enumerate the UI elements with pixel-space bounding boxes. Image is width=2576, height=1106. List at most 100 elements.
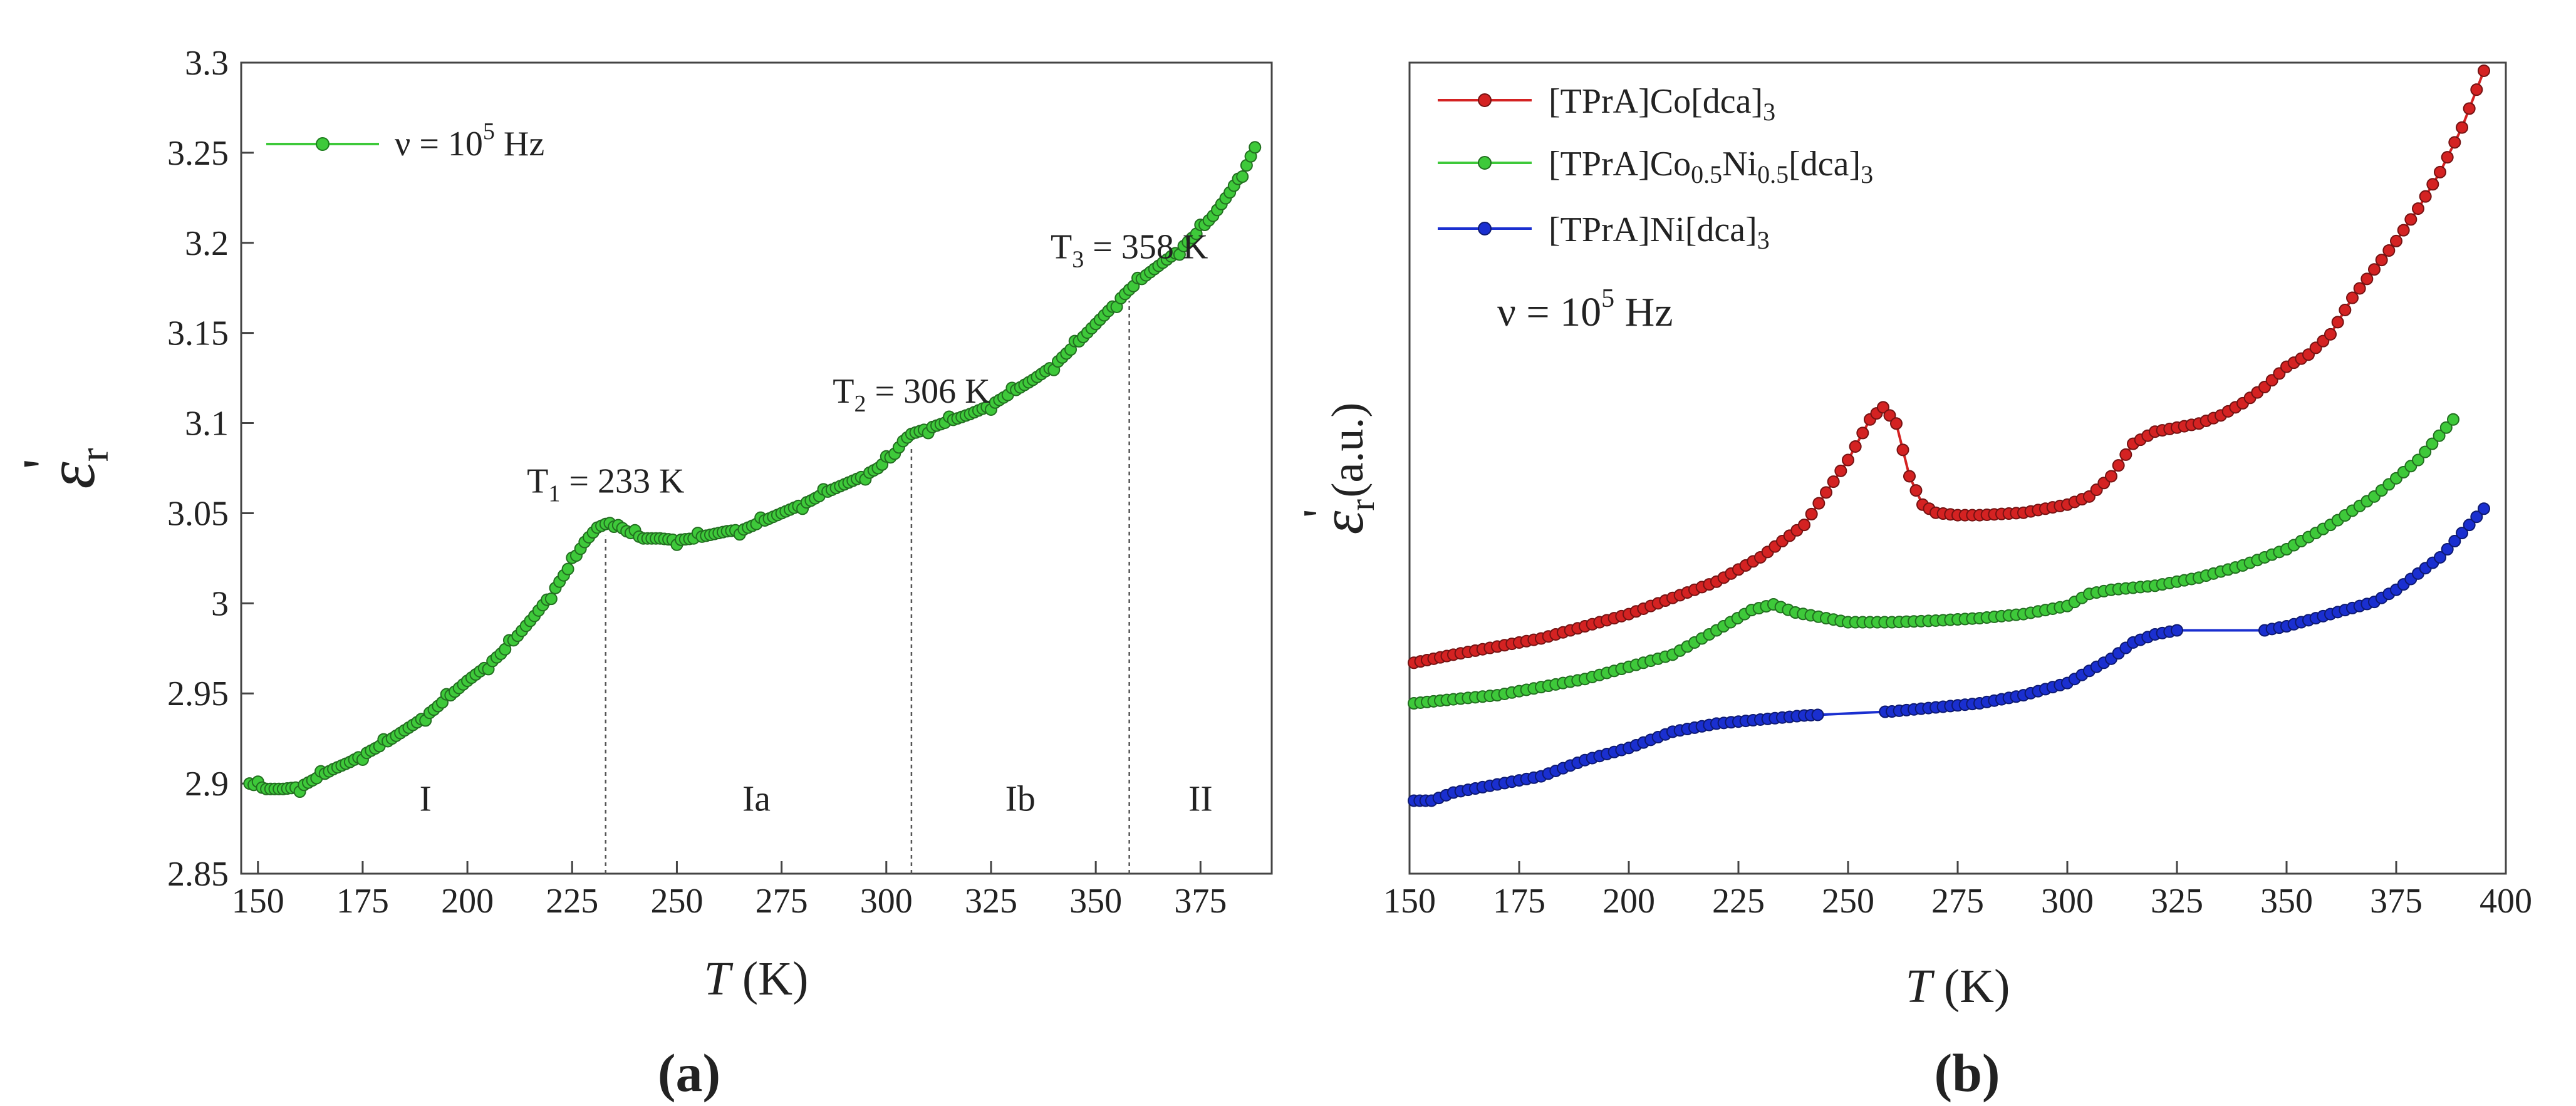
panel-b-data-point [2434,165,2446,178]
panel-a-transition-lines [605,301,1130,874]
panel-b-data-point [2171,624,2183,637]
panel-b-x-tick-label: 275 [1931,882,1984,921]
panel-a-region-labels: I Ia Ib II [420,778,1213,819]
chart-panel-a: 150 175 200 225 250 275 300 325 350 375 2.852.92.… [10,44,1273,1103]
panel-a-y-axis-title: εr' [10,448,117,488]
panel-b-data-point [2447,413,2459,426]
panel-a-x-tick-label: 175 [336,882,389,921]
panel-b-data-point [1805,507,1818,520]
panel-a-y-tick-label: 2.85 [167,855,229,894]
panel-b-data-point [1812,497,1826,510]
panel-a-label: (a) [658,1043,720,1103]
panel-a-legend-label: ν = 105 Hz [395,118,544,163]
panel-a-y-tick-label: 3.3 [185,44,229,83]
panel-b-data-point [2397,224,2410,237]
panel-b-data-point [2448,535,2461,548]
panel-b-x-tick-label: 225 [1712,882,1765,921]
panel-a-x-tick-label: 150 [232,882,284,921]
panel-b-data-point [2470,510,2483,524]
panel-b-data-point [1811,708,1824,721]
panel-b-data-point [2439,421,2453,434]
panel-b-data-point [1903,470,1916,483]
panel-b-data-point [2353,282,2366,295]
panel-b-legend: [TPrA]Co[dca]3 [TPrA]Co0.5Ni0.5[dca]3 [T… [1438,82,1873,254]
panel-b-data-point [2419,445,2432,458]
panel-a-y-tick-label: 2.95 [167,674,229,713]
panel-a-x-tick-label: 200 [441,882,494,921]
panel-b-data-point [2360,272,2374,286]
panel-b-data-point [2456,527,2468,540]
panel-b-data-point [2448,136,2461,149]
panel-b-data-point [1877,401,1889,414]
panel-b-x-tick-label: 375 [2370,882,2423,921]
panel-b-data-point [1842,453,1854,467]
panel-b-data-point [1834,464,1847,477]
panel-b-x-tick-label: 150 [1383,882,1436,921]
panel-a-y-tick-label: 2.9 [185,765,229,804]
panel-b-data-point [2412,202,2424,215]
panel-b-data-point [1856,426,1869,440]
panel-b-series-line [1414,507,2485,802]
panel-a-data-point [1236,170,1249,183]
panel-b-data-point [2478,64,2490,77]
panel-b-data-point [1820,486,1832,499]
panel-b-data-point [2470,83,2483,96]
panel-b-data-point [2456,121,2468,134]
panel-b-x-tick-label: 400 [2480,882,2532,921]
panel-b-y-axis-title: εr' (a.u.) [1294,403,1382,535]
panel-a-y-tick-label: 3.1 [185,405,229,443]
panel-a-y-tick-label: 3.2 [185,224,229,263]
panel-a-data-point [1249,141,1262,154]
panel-b-data-point [2433,429,2446,442]
panel-b-data-point [2441,543,2454,556]
panel-a-x-tick-label: 325 [965,882,1017,921]
panel-a-x-tick-label: 250 [650,882,703,921]
panel-b-data-point [2419,190,2432,203]
panel-b-series [1408,64,2490,807]
panel-b-x-tick-label: 300 [2041,882,2094,921]
panel-b-data-point [2324,328,2337,341]
panel-a-region-label: Ib [1005,778,1036,819]
panel-b-data-point [2112,459,2125,472]
panel-b-data-point [1896,443,1909,457]
panel-b-data-point [2368,263,2381,276]
panel-b-x-tick-label: 200 [1602,882,1655,921]
panel-a-legend: ν = 105 Hz [266,118,544,163]
panel-b-data-point [1827,475,1840,488]
panel-b-x-tick-label: 175 [1493,882,1545,921]
panel-a-transition-label: T3 = 358 K [1051,228,1208,273]
panel-a-x-axis-title: T (K) [704,953,809,1005]
panel-b-series-line [1413,418,2454,705]
panel-a-y-tick-label: 3.05 [167,494,229,533]
panel-b-data-point [1909,484,1923,497]
panel-b-data-point [2463,102,2476,115]
panel-b-legend-label-co: [TPrA]Co[dca]3 [1549,82,1775,126]
panel-b-data-point [2119,448,2132,461]
panel-b-data-point [2478,502,2490,515]
panel-a-transition-label: T2 = 306 K [833,372,990,417]
panel-a-region-label: I [420,778,432,819]
panel-b-data-point [2331,316,2344,329]
panel-b-legend-marker-co [1478,93,1492,107]
panel-a-legend-marker [316,137,330,151]
panel-b-x-ticks: 150 175 200 225 250 275 300 325 350 375 400 [1383,861,2532,921]
panel-b-data-point [2463,519,2476,532]
panel-b-data-point [1849,440,1862,453]
panel-b-data-point [2434,550,2446,564]
panel-a-plot-frame [240,61,1273,875]
panel-a-x-tick-label: 375 [1174,882,1227,921]
panel-a-x-tick-label: 350 [1069,882,1122,921]
panel-b-data-point [2412,453,2424,467]
panel-b-legend-marker-coni [1478,156,1492,170]
panel-b-data-point [2390,234,2402,247]
panel-b-x-tick-label: 325 [2151,882,2203,921]
panel-b-data-point [1883,409,1896,422]
panel-b-data-point [2404,213,2418,226]
panel-a-y-tick-label: 3 [211,584,229,623]
panel-b-legend-label-coni: [TPrA]Co0.5Ni0.5[dca]3 [1549,145,1873,189]
panel-b-data-point [2426,437,2439,450]
panel-b-label: (b) [1934,1043,2000,1103]
panel-a-data-point [544,592,558,606]
panel-a-y-tick-label: 3.15 [167,314,229,353]
panel-a-region-label: Ia [742,778,771,819]
